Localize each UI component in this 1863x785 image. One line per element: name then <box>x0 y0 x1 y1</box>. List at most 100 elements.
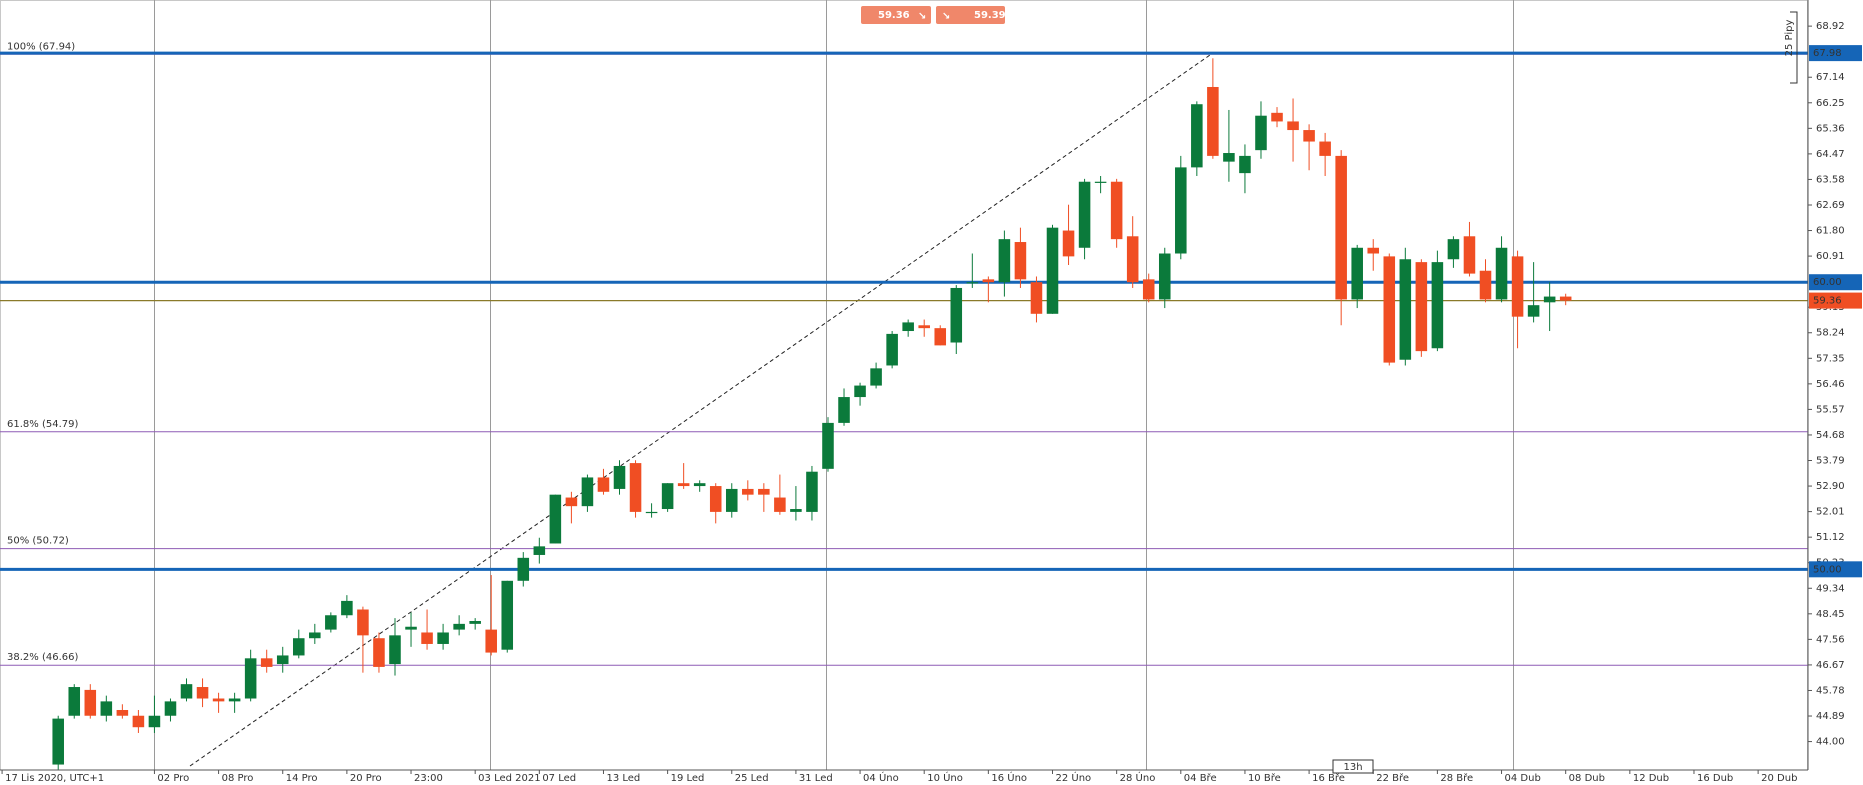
candle-body <box>677 483 690 487</box>
x-tick-label: 31 Led <box>799 773 833 784</box>
y-tick-label: 44.89 <box>1816 711 1845 722</box>
candle-body <box>998 239 1011 283</box>
x-tick-label: 28 Úno <box>1120 771 1156 784</box>
candle-body <box>629 463 642 512</box>
sell-bg[interactable] <box>861 6 931 24</box>
candle-body <box>1431 262 1444 349</box>
x-tick-label: 08 Dub <box>1569 773 1605 784</box>
candle-body <box>902 322 914 332</box>
fib-label: 50% (50.72) <box>7 536 69 547</box>
candle-body <box>1367 247 1380 254</box>
candle-body <box>1543 296 1556 303</box>
candle-body <box>1495 247 1508 300</box>
candle-body <box>309 632 321 639</box>
pip-bracket <box>1790 11 1798 84</box>
x-tick-label: 10 Bře <box>1248 772 1281 784</box>
y-tick-label: 51.12 <box>1816 532 1845 543</box>
candle-body <box>597 477 610 492</box>
y-tick-label: 45.78 <box>1816 685 1845 696</box>
candles <box>52 58 1572 771</box>
x-tick-label: 07 Led <box>542 773 576 784</box>
price-badge-label: 60.00 <box>1813 277 1842 288</box>
candle-body <box>1030 282 1043 314</box>
candle-body <box>774 497 786 512</box>
x-tick-label: 23:00 <box>414 773 443 784</box>
candle-body <box>421 632 433 644</box>
y-tick-label: 47.56 <box>1816 634 1845 645</box>
x-tick-label: 04 Úno <box>863 771 899 784</box>
sell-button[interactable]: 59.36 ↘ <box>861 6 931 24</box>
price-badge-label: 67.98 <box>1813 48 1842 59</box>
y-tick-label: 60.91 <box>1816 251 1845 262</box>
x-tick-label: 17 Lis 2020, UTC+1 <box>5 773 104 784</box>
x-tick-label: 20 Pro <box>350 773 382 784</box>
y-tick-label: 67.14 <box>1816 72 1845 83</box>
x-tick-label: 22 Úno <box>1056 771 1092 784</box>
price-badge-label: 50.00 <box>1813 564 1842 575</box>
y-tick-label: 49.34 <box>1816 583 1845 594</box>
candle-body <box>533 546 546 555</box>
buy-arrow[interactable]: ↘ <box>942 11 950 22</box>
y-tick-label: 56.46 <box>1816 379 1845 390</box>
candle-body <box>517 557 530 581</box>
buy-bg[interactable] <box>936 6 1005 24</box>
candle-body <box>1527 305 1540 317</box>
candle-body <box>52 718 64 765</box>
y-tick-label: 46.67 <box>1816 660 1845 671</box>
y-tick-label: 68.92 <box>1816 21 1845 32</box>
sell-arrow[interactable]: ↘ <box>918 11 926 22</box>
candle-body <box>1126 236 1139 283</box>
x-tick-label: 16 Úno <box>991 771 1027 784</box>
candle-body <box>661 483 674 510</box>
candle-body <box>854 385 866 398</box>
ask-price[interactable]: 59.39 <box>974 10 1006 21</box>
x-tick-label: 02 Pro <box>157 773 189 784</box>
buy-button[interactable]: ↘ 59.39 <box>936 6 1006 24</box>
candle-body <box>485 629 497 653</box>
candle-body <box>838 397 850 423</box>
candle-body <box>1207 86 1219 156</box>
bid-price[interactable]: 59.36 <box>878 10 910 21</box>
candle-body <box>180 684 193 699</box>
candle-body <box>613 465 626 489</box>
candle-body <box>806 471 818 512</box>
candle-body <box>982 279 995 283</box>
x-tick-label: 14 Pro <box>286 773 318 784</box>
candle-body <box>244 658 257 699</box>
candle-body <box>373 638 385 667</box>
price-badge <box>1809 292 1862 309</box>
candle-body <box>950 287 963 343</box>
y-tick-label: 55.57 <box>1816 404 1845 415</box>
y-tick-label: 52.90 <box>1816 481 1845 492</box>
price-axis <box>1808 0 1863 785</box>
candle-body <box>292 638 305 656</box>
candle-body <box>212 698 225 702</box>
candle-body <box>1078 181 1091 248</box>
plot-frame <box>0 0 1808 771</box>
candle-body <box>886 333 898 366</box>
candle-body <box>453 623 465 630</box>
price-badge <box>1809 45 1862 62</box>
candle-body <box>148 715 161 728</box>
x-tick-label: 10 Úno <box>927 771 963 784</box>
candle-body <box>934 328 947 346</box>
axis-labels: 68.92 67.14 66.25 65.36 64.47 63.58 62.69 61.80… <box>1 21 1862 784</box>
y-tick-label: 61.80 <box>1816 226 1845 237</box>
candle-body <box>1415 262 1428 352</box>
candle-body <box>645 511 658 514</box>
y-tick-label: 65.36 <box>1816 123 1845 134</box>
candle-body <box>1094 181 1107 183</box>
x-tick-label: 16 Dub <box>1697 773 1733 784</box>
candle-body <box>725 488 738 512</box>
candle-body <box>1014 242 1027 280</box>
y-tick-label: 44.00 <box>1816 737 1845 748</box>
candle-body <box>1303 130 1315 142</box>
candle-body <box>1479 270 1492 300</box>
x-tick-label: 16 Bře <box>1312 772 1345 784</box>
candle-body <box>437 632 449 644</box>
fib-anchor-line <box>189 54 1211 767</box>
pip-label: 25 Pipy <box>1784 20 1795 57</box>
timer: 13h <box>1343 762 1362 773</box>
y-tick-label: 66.25 <box>1816 98 1845 109</box>
